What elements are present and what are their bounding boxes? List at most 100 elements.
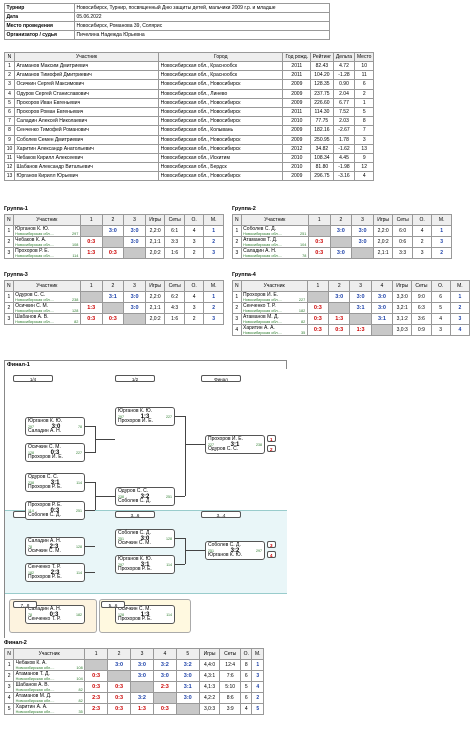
group-score-cell[interactable]: 3:0: [351, 225, 374, 237]
player-region-text: Новосибирская обл....: [243, 308, 282, 313]
final2-score-cell[interactable]: 2:3: [84, 703, 109, 715]
bracket-match[interactable]: Соболев С. Д. 251 3:0 128 Осичкин С. М.: [115, 529, 175, 548]
group-score-cell[interactable]: 1:3: [328, 313, 351, 325]
player-rating: 104: [300, 242, 307, 247]
group-score-cell[interactable]: 0:3: [306, 313, 330, 325]
group-score-cell[interactable]: 0:3: [306, 302, 330, 314]
bracket-match[interactable]: Прохоров И. Е. 227 3:1 238 Одуров С. С.: [205, 435, 265, 454]
group-score-cell[interactable]: 0:3: [79, 236, 103, 248]
bracket-match[interactable]: Прохоров Р. Е. 114 0:3 251 Соболев С. Д.: [25, 501, 85, 520]
match-score: 3:0: [335, 293, 344, 300]
group-score-cell[interactable]: 1:3: [79, 302, 103, 314]
group-score-cell[interactable]: 0:3: [307, 247, 331, 259]
group-pts: 3: [411, 247, 433, 259]
group-table: N Участник 1 2 3 Игры Сеты О. М. 1 Одуров С. С. Нов…: [4, 280, 224, 325]
final2-score-cell[interactable]: 3:0: [107, 659, 132, 671]
participant-cell: Новосибирская обл., Новосибирск: [158, 106, 284, 118]
match-player-a: Осичкин С. М.: [28, 444, 61, 450]
match-player-a: Саладин А. Н.: [28, 538, 62, 544]
final2-score-cell[interactable]: 0:3: [107, 681, 132, 693]
bracket-match[interactable]: Юрганов К. Ю. 297 1:3 227 Прохоров И. Е.: [115, 407, 175, 426]
group-score-cell[interactable]: 3:0: [329, 247, 353, 259]
player-name: Прохоров Р. Е.: [15, 247, 49, 254]
player-rating: 104: [76, 676, 83, 681]
final2-score-cell[interactable]: 0:3: [107, 703, 132, 715]
final-place-badge: 2: [267, 445, 276, 452]
final2-score-cell[interactable]: 3:2: [130, 692, 154, 704]
final2-score-cell[interactable]: 3:0: [175, 692, 200, 704]
final2-score-cell[interactable]: 0:3: [152, 703, 177, 715]
final2-score-cell[interactable]: 2:3: [152, 681, 177, 693]
group-header-cell: Участник: [240, 280, 308, 292]
bracket-match[interactable]: Юрганов К. Ю. 297 3:0 78 Саладин А. Н.: [25, 417, 85, 436]
group-score-cell[interactable]: 0:3: [328, 324, 351, 336]
bracket-match[interactable]: Одуров С. С. 238 3:1 114 Прохоров Р. Е.: [25, 473, 85, 492]
group-score-cell[interactable]: 3:0: [351, 236, 374, 248]
match-score: 2:3: [50, 569, 60, 576]
group-score-cell[interactable]: 3:1: [370, 313, 394, 325]
group-sets: 6:1: [164, 225, 185, 237]
group-score-cell[interactable]: 3:1: [349, 302, 372, 314]
participant-cell: 7: [4, 116, 15, 127]
final2-sets: 8:6: [219, 692, 241, 704]
player-region: Новосибирская обл.... 227: [243, 298, 305, 302]
group-score-cell[interactable]: 3:0: [370, 302, 394, 314]
group-score-cell[interactable]: 3:1: [101, 291, 125, 303]
group-header-cell: Игры: [144, 280, 166, 292]
bracket-match[interactable]: Осичкин С. М. 128 0:3 227 Прохоров И. Е.: [25, 443, 85, 462]
match-player-b: Прохоров Р. Е.: [118, 615, 152, 622]
bracket-match[interactable]: Саладин А. Н.78 0:3 182 Сенченко Т. Р.: [25, 605, 85, 624]
final2-score-cell[interactable]: 3:2: [152, 659, 177, 671]
group-score-cell[interactable]: 3:0: [328, 291, 351, 303]
group-score-cell[interactable]: 3:0: [370, 291, 394, 303]
bracket-match[interactable]: Сенченко Т. Р. 182 2:3 114 Прохоров Р. Е.: [25, 563, 85, 582]
group-score-cell[interactable]: 3:0: [123, 225, 146, 237]
final2-score-cell[interactable]: 0:3: [107, 692, 132, 704]
final2-score-cell[interactable]: 3:1: [175, 681, 200, 693]
participant-cell: -1.98: [332, 162, 356, 173]
group-score-cell[interactable]: 0:3: [307, 236, 331, 248]
bracket-match[interactable]: Соболев С. Д. 251 3:2 297 Юрганов К. Ю.: [205, 541, 265, 560]
participant-cell: 7.52: [332, 106, 356, 118]
final2-score-cell[interactable]: 1:3: [130, 703, 154, 715]
group-score-cell[interactable]: 3:0: [123, 236, 146, 248]
player-name: Атаманов М. Д.: [243, 313, 279, 320]
group-diagonal-cell: [306, 291, 330, 303]
bracket-match[interactable]: Одуров С. С. 238 3:2 251 Соболев С. Д.: [115, 487, 175, 506]
group-score-cell[interactable]: 0:3: [101, 247, 125, 259]
group-score-cell[interactable]: 1:3: [79, 247, 103, 259]
bracket-match[interactable]: Юрганов К. Ю. 297 3:1 114 Прохоров Р. Е.: [115, 555, 175, 574]
participant-cell: 5: [4, 97, 15, 108]
group-score-cell[interactable]: 0:3: [306, 324, 330, 336]
group-score-cell[interactable]: 3:0: [329, 225, 353, 237]
final2-score-cell[interactable]: 2:3: [84, 692, 109, 704]
group-score-cell[interactable]: 3:0: [101, 225, 125, 237]
group-score-cell[interactable]: 0:3: [101, 313, 125, 325]
group-place: 4: [449, 324, 471, 336]
final2-score-cell[interactable]: 3:0: [130, 659, 154, 671]
group-score-cell[interactable]: 3:0: [123, 302, 146, 314]
final2-score-cell[interactable]: 3:0: [152, 670, 177, 682]
group-score-cell[interactable]: 0:3: [79, 313, 103, 325]
match-score: 3:0: [183, 672, 192, 679]
group-row: 2 Сенченко Т. Р. Новосибирская обл.... 182 0…: [232, 302, 471, 314]
group-score-cell[interactable]: 3:0: [349, 291, 372, 303]
final2-score-cell[interactable]: 3:0: [130, 670, 154, 682]
player-name: Атаманов Т. Д.: [243, 236, 278, 243]
final2-score-cell[interactable]: 0:3: [84, 681, 109, 693]
match-score: 3:2: [137, 694, 146, 701]
participant-cell: 5: [354, 106, 374, 118]
bracket-match[interactable]: Саладин А. Н. 78 2:3 128 Осичкин С. М.: [25, 537, 85, 556]
participant-cell: Осичкин Сергей Максимович: [13, 79, 160, 90]
group-games: 2,0:2: [144, 247, 166, 259]
final2-score-cell[interactable]: 0:3: [84, 670, 109, 682]
group-score-cell[interactable]: 1:3: [349, 324, 372, 336]
final2-row-number: 2: [3, 670, 15, 682]
group-score-cell[interactable]: 3:0: [123, 291, 146, 303]
final2-score-cell[interactable]: 3:0: [175, 670, 200, 682]
bracket-match[interactable]: Осичкин С. М.128 1:3 114 Прохоров Р. Е.: [115, 605, 175, 624]
final2-pts: 4: [239, 703, 253, 715]
group-pts: 2: [411, 236, 433, 248]
final2-score-cell[interactable]: 3:2: [175, 659, 200, 671]
group-pts: 4: [183, 291, 205, 303]
